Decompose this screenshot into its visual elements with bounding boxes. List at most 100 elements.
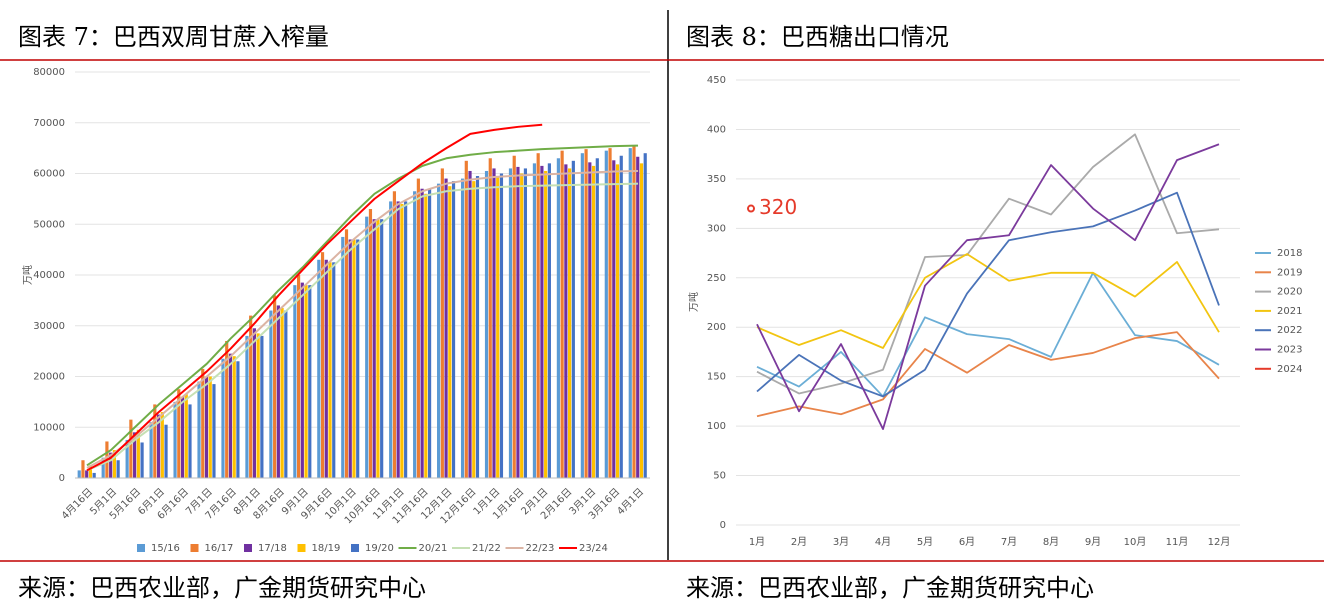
legend-swatch bbox=[297, 544, 306, 552]
line bbox=[86, 182, 639, 472]
y-tick-label: 80000 bbox=[33, 67, 65, 78]
bar bbox=[520, 173, 524, 478]
legend-label: 21/22 bbox=[472, 543, 501, 554]
bar bbox=[365, 216, 369, 478]
bar bbox=[380, 219, 384, 479]
line bbox=[756, 191, 1220, 398]
bar bbox=[125, 439, 129, 478]
bar bbox=[604, 150, 608, 478]
line bbox=[756, 271, 1220, 398]
bar bbox=[284, 310, 288, 478]
bar bbox=[208, 376, 212, 478]
legend-label: 16/17 bbox=[205, 543, 234, 554]
line bbox=[756, 133, 1220, 395]
bar bbox=[628, 148, 632, 478]
bar bbox=[320, 252, 325, 478]
bar bbox=[632, 145, 636, 478]
bar bbox=[591, 165, 596, 478]
bar bbox=[484, 170, 489, 478]
chart-title: 图表 7：巴西双周甘蔗入榨量 bbox=[18, 23, 329, 51]
y-tick-label: 60000 bbox=[33, 169, 65, 180]
y-tick-label: 200 bbox=[707, 322, 726, 333]
bar bbox=[136, 429, 140, 478]
bar bbox=[245, 335, 249, 478]
bar bbox=[188, 404, 192, 478]
y-axis-label: 万吨 bbox=[687, 292, 700, 312]
y-tick-label: 40000 bbox=[33, 270, 65, 281]
legend-label: 15/16 bbox=[151, 543, 180, 554]
bar bbox=[156, 414, 161, 478]
bar bbox=[472, 181, 476, 479]
bar bbox=[160, 412, 164, 478]
bar bbox=[396, 201, 400, 478]
bar bbox=[273, 295, 277, 478]
bar bbox=[352, 239, 356, 478]
bar bbox=[280, 307, 284, 478]
bar bbox=[424, 193, 428, 479]
line bbox=[756, 331, 1220, 418]
bar bbox=[404, 201, 408, 478]
bar bbox=[308, 285, 312, 478]
legend-label: 2020 bbox=[1277, 287, 1302, 298]
point bbox=[747, 204, 755, 213]
bar bbox=[344, 229, 349, 478]
y-tick-label: 50 bbox=[713, 471, 726, 482]
bar bbox=[153, 404, 157, 478]
bar bbox=[197, 381, 201, 478]
bar bbox=[296, 275, 301, 478]
bar bbox=[619, 155, 623, 479]
x-tick-label: 10月 bbox=[1124, 536, 1147, 548]
y-tick-label: 10000 bbox=[33, 422, 65, 433]
bar bbox=[413, 191, 417, 478]
y-tick-label: 20000 bbox=[33, 372, 65, 383]
bar bbox=[420, 188, 424, 478]
bar bbox=[444, 178, 448, 478]
bar bbox=[508, 168, 513, 479]
bar bbox=[448, 186, 452, 478]
bar bbox=[249, 315, 253, 478]
bar bbox=[536, 153, 540, 478]
legend-label: 17/18 bbox=[258, 543, 287, 554]
bar bbox=[547, 163, 551, 478]
legend-label: 2021 bbox=[1277, 306, 1302, 317]
bar bbox=[236, 361, 240, 478]
y-tick-label: 250 bbox=[707, 273, 726, 284]
legend-label: 22/23 bbox=[526, 543, 555, 554]
y-tick-label: 450 bbox=[707, 75, 726, 86]
bar bbox=[348, 239, 352, 478]
y-tick-label: 100 bbox=[707, 421, 726, 432]
y-tick-label: 350 bbox=[707, 174, 726, 185]
x-tick-label: 6月 bbox=[959, 536, 975, 548]
y-tick-label: 70000 bbox=[33, 118, 65, 129]
bar bbox=[109, 452, 113, 478]
bar bbox=[293, 285, 297, 478]
chart-title: 图表 8：巴西糖出口情况 bbox=[686, 23, 949, 51]
bar bbox=[149, 422, 153, 478]
bar bbox=[260, 335, 264, 478]
bar bbox=[173, 401, 177, 478]
bar bbox=[639, 163, 644, 478]
bar bbox=[428, 188, 432, 478]
bar bbox=[523, 168, 528, 479]
legend-label: 2023 bbox=[1277, 345, 1302, 356]
y-tick-label: 0 bbox=[720, 520, 726, 531]
bar bbox=[389, 201, 393, 478]
y-tick-label: 150 bbox=[707, 372, 726, 383]
line bbox=[86, 169, 639, 469]
bar bbox=[643, 153, 647, 478]
bar bbox=[468, 170, 472, 478]
bar bbox=[212, 384, 216, 478]
legend-label: 19/20 bbox=[365, 543, 394, 554]
bar bbox=[101, 457, 105, 478]
bar bbox=[544, 170, 548, 478]
legend-label: 2022 bbox=[1277, 325, 1302, 336]
legend-label: 23/24 bbox=[579, 543, 608, 554]
legend-swatch bbox=[190, 544, 199, 552]
legend-label: 2018 bbox=[1277, 248, 1302, 259]
bar bbox=[556, 158, 560, 478]
x-tick-label: 12月 bbox=[1208, 536, 1231, 548]
y-tick-label: 400 bbox=[707, 124, 726, 135]
bar bbox=[225, 340, 229, 478]
bar bbox=[460, 178, 465, 478]
